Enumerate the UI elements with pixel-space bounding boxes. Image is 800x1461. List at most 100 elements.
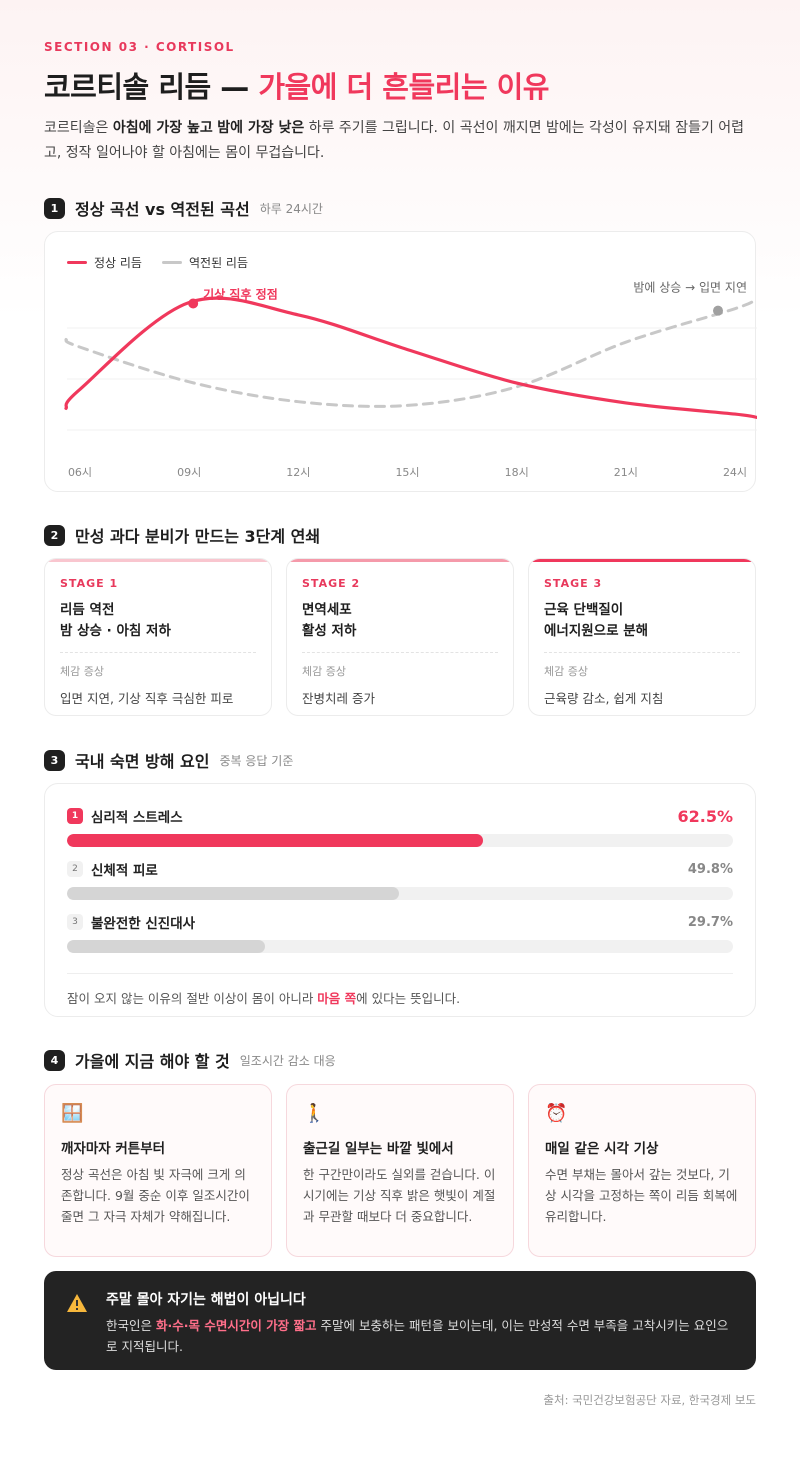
tip-card: ⏰ 매일 같은 시각 기상 수면 부채는 몰아서 갚는 것보다, 기상 시각을 …: [528, 1084, 756, 1257]
factor-label: 신체적 피로: [91, 863, 158, 879]
x-tick-label: 09시: [177, 466, 201, 479]
symptom-text: 입면 지연, 기상 직후 극심한 피로: [60, 691, 234, 706]
stage-chain: STAGE 1 리듬 역전 밤 상승 · 아침 저하 체감 증상 입면 지연, …: [44, 558, 756, 716]
section-title: 국내 숙면 방해 요인: [75, 752, 210, 771]
cortisol-line-chart: 기상 직후 정점 밤에 상승 → 입면 지연 06시 09시 12시 15시 18시 21시 2…: [64, 281, 757, 479]
section-number: 3: [44, 749, 65, 771]
rank-badge: 2: [67, 861, 83, 877]
stage-accent-bar: [287, 559, 513, 562]
window-icon: 🪟: [61, 1103, 84, 1124]
x-tick-label: 06시: [68, 466, 92, 479]
stage-name: 면역세포 활성 저하: [302, 602, 357, 639]
section-4-header: 4 가을에 지금 해야 할 것 일조시간 감소 대응: [44, 1048, 756, 1072]
warning-banner: 주말 몰아 자기는 해법이 아닙니다 한국인은 화·수·목 수면시간이 가장 짧…: [44, 1271, 756, 1370]
legend-swatch-inverted: [161, 261, 182, 264]
legend-swatch-normal: [67, 261, 87, 264]
factor-bar-fill: [67, 940, 265, 953]
tip-title: 출근길 일부는 바깥 빛에서: [303, 1141, 454, 1157]
stage-name: 근육 단백질이 에너지원으로 분해: [544, 602, 649, 639]
warning-title: 주말 몰아 자기는 해법이 아닙니다: [106, 1292, 306, 1308]
factor-percent: 62.5%: [677, 806, 733, 826]
factor-row: 1 심리적 스트레스 62.5%: [67, 806, 733, 859]
warning-text: 한국인은: [106, 1318, 156, 1333]
section-title: 가을에 지금 해야 할 것: [75, 1052, 230, 1071]
intro-text: 코르티솔은: [44, 120, 113, 136]
tip-card: 🚶 출근길 일부는 바깥 빛에서 한 구간만이라도 실외를 걷습니다. 이 시기…: [286, 1084, 514, 1257]
tip-title: 깨자마자 커튼부터: [61, 1141, 166, 1157]
factor-label-group: 2 신체적 피로: [67, 859, 158, 879]
stage-card: STAGE 3 근육 단백질이 에너지원으로 분해 체감 증상 근육량 감소, …: [528, 558, 756, 716]
section-number: 4: [44, 1049, 65, 1071]
stage-accent-bar: [529, 559, 755, 562]
annotation-night: 밤에 상승 → 입면 지연: [633, 281, 747, 295]
intro-bold-morning: 아침에 가장 높고: [112, 120, 213, 136]
cortisol-chart-card: 정상 리듬 역전된 리듬 기상 직후 정점 밤에 상승 → 입면 지연 06시 09시…: [44, 231, 757, 492]
annotation-peak: 기상 직후 정점: [203, 286, 278, 301]
page-title: 코르티솔 리듬 — 가을에 더 흔들리는 이유: [44, 64, 756, 106]
section-subtitle: 일조시간 감소 대응: [239, 1053, 336, 1068]
rank-badge: 3: [67, 914, 83, 930]
legend-item-inverted: 역전된 리듬: [161, 254, 248, 271]
stage-label: STAGE 3: [544, 577, 603, 590]
x-tick-label: 15시: [395, 466, 419, 479]
section-subtitle: 하루 24시간: [259, 201, 323, 216]
section-number: 1: [44, 197, 65, 219]
x-tick-label: 24시: [723, 466, 747, 479]
stage-card: STAGE 2 면역세포 활성 저하 체감 증상 잔병치레 증가: [286, 558, 514, 716]
tip-card: 🪟 깨자마자 커튼부터 정상 곡선은 아침 빛 자극에 크게 의존합니다. 9월…: [44, 1084, 272, 1257]
stage-accent-bar: [45, 559, 271, 562]
symptom-label: 체감 증상: [544, 665, 588, 678]
legend-label: 정상 리듬: [94, 256, 142, 270]
warning-highlight: 화·수·목 수면시간이 가장 짧고: [155, 1318, 317, 1333]
symptom-label: 체감 증상: [60, 665, 104, 678]
section-title: 정상 곡선 vs 역전된 곡선: [75, 200, 250, 219]
intro-paragraph: 코르티솔은 아침에 가장 높고 밤에 가장 낮은 하루 주기를 그립니다. 이 …: [44, 116, 756, 166]
chart-legend: 정상 리듬 역전된 리듬: [67, 254, 248, 271]
peak-marker: [188, 298, 199, 309]
tip-description: 수면 부채는 몰아서 갚는 것보다, 기상 시각을 고정하는 쪽이 리듬 회복에…: [545, 1167, 738, 1224]
factor-bar-fill: [67, 887, 399, 900]
factor-percent: 49.8%: [687, 861, 733, 877]
x-tick-label: 21시: [614, 466, 638, 479]
tips-row: 🪟 깨자마자 커튼부터 정상 곡선은 아침 빛 자극에 크게 의존합니다. 9월…: [44, 1084, 756, 1257]
factor-row: 2 신체적 피로 49.8%: [67, 859, 733, 912]
title-main: 코르티솔 리듬 —: [44, 70, 259, 104]
source-credit: 출처: 국민건강보험공단 자료, 한국경제 보도: [543, 1393, 756, 1407]
factor-note: 잠이 오지 않는 이유의 절반 이상이 몸이 아니라 마음 쪽에 있다는 뜻입니…: [67, 973, 733, 1007]
section-subtitle: 중복 응답 기준: [219, 753, 294, 768]
stage-card: STAGE 1 리듬 역전 밤 상승 · 아침 저하 체감 증상 입면 지연, …: [44, 558, 272, 716]
factor-bar-fill: [67, 834, 484, 847]
factor-label-group: 3 불완전한 신진대사: [67, 912, 195, 932]
note-highlight: 마음 쪽: [317, 991, 357, 1006]
warning-description: 한국인은 화·수·목 수면시간이 가장 짧고 주말에 보충하는 패턴을 보이는데…: [106, 1315, 734, 1357]
factor-row: 3 불완전한 신진대사 29.7%: [67, 912, 733, 965]
factor-bar-track: [67, 940, 733, 953]
divider: [544, 652, 740, 653]
section-number: 2: [44, 524, 65, 546]
factor-percent: 29.7%: [687, 914, 733, 930]
factor-label: 불완전한 신진대사: [91, 916, 196, 932]
tip-description: 정상 곡선은 아침 빛 자극에 크게 의존합니다. 9월 중순 이후 일조시간이…: [61, 1167, 250, 1224]
alarm-clock-icon: ⏰: [545, 1103, 568, 1124]
symptom-text: 근육량 감소, 쉽게 지침: [544, 691, 664, 706]
intro-text: 하루 주기를 그립니다. 이 곡선이 깨지면 밤에는 각성이 유지돼 잠들기 어…: [44, 120, 745, 161]
section-1-header: 1 정상 곡선 vs 역전된 곡선 하루 24시간: [44, 196, 756, 220]
x-tick-label: 12시: [286, 466, 310, 479]
series-line-inverted: [64, 297, 757, 408]
note-text: 잠이 오지 않는 이유의 절반 이상이 몸이 아니라: [67, 991, 318, 1006]
factor-label-group: 1 심리적 스트레스: [67, 806, 183, 826]
series-line-normal: [64, 296, 757, 420]
intro-bold-night: 밤에 가장 낮은: [217, 120, 305, 136]
divider: [302, 652, 498, 653]
section-2-header: 2 만성 과다 분비가 만드는 3단계 연쇄: [44, 523, 756, 547]
tip-description: 한 구간만이라도 실외를 걷습니다. 이 시기에는 기상 직후 밝은 햇빛이 계…: [303, 1167, 496, 1224]
factor-bar-track: [67, 834, 733, 847]
section-3-header: 3 국내 숙면 방해 요인 중복 응답 기준: [44, 748, 756, 772]
title-accent: 가을에 더 흔들리는 이유: [258, 70, 549, 104]
divider: [60, 652, 256, 653]
note-text: 에 있다는 뜻입니다.: [356, 991, 461, 1006]
symptom-label: 체감 증상: [302, 665, 346, 678]
factor-label: 심리적 스트레스: [91, 810, 183, 826]
warning-text: 주말에 보충하는 패턴을 보이는데, 이는 만성적 수면 부족을 고착시키는 요…: [106, 1318, 729, 1354]
x-tick-label: 18시: [505, 466, 529, 479]
